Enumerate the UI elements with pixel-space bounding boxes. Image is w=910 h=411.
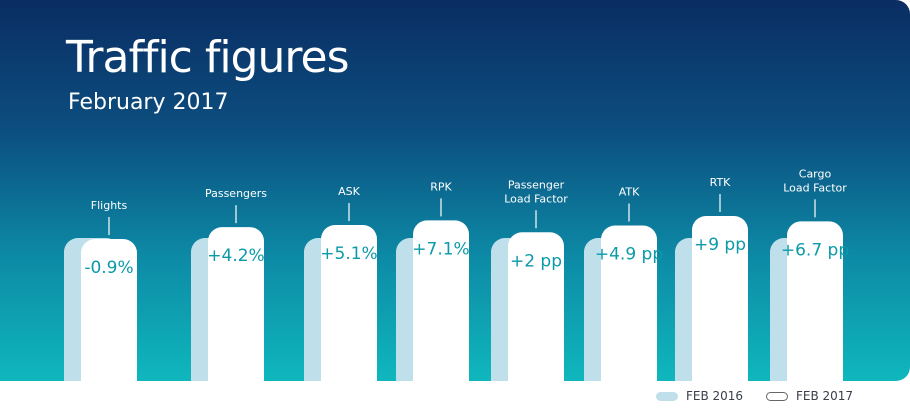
chart-title: Traffic figures — [66, 32, 349, 83]
legend-label-feb-2017: FEB 2017 — [796, 389, 854, 403]
bar-group-passengers: +4.2% Passengers — [191, 187, 267, 381]
value-label: +4.9 pp — [595, 245, 663, 265]
category-label: Flights — [91, 199, 128, 212]
bar-group-rtk: +9 pp RTK — [675, 176, 748, 381]
bar-feb-2017 — [321, 225, 377, 381]
bar-feb-2017 — [601, 225, 657, 381]
legend-label-feb-2016: FEB 2016 — [686, 389, 744, 403]
value-label: +5.1% — [320, 244, 377, 264]
chart-plot: -0.9% Flights +4.2% Passengers +5.1% ASK +7.1%… — [64, 167, 850, 381]
bar-feb-2017 — [413, 220, 469, 381]
chart-subtitle: February 2017 — [68, 90, 229, 115]
value-label: +4.2% — [207, 246, 264, 266]
category-label: RPK — [430, 180, 452, 193]
category-label: Cargo Load Factor — [783, 167, 847, 194]
value-label: +9 pp — [694, 235, 746, 255]
bar-feb-2017 — [508, 232, 564, 381]
category-label: ATK — [619, 186, 640, 199]
bar-group-rpk: +7.1% RPK — [396, 180, 470, 381]
bar-feb-2017 — [692, 216, 748, 381]
value-label: +7.1% — [412, 239, 469, 259]
category-label: RTK — [710, 176, 732, 189]
value-label: -0.9% — [84, 258, 133, 278]
value-label: +2 pp — [510, 251, 562, 271]
bar-group-flights: -0.9% Flights — [64, 199, 137, 381]
legend-swatch-feb-2016 — [656, 392, 678, 401]
legend-item-feb-2017: FEB 2017 — [766, 389, 853, 403]
bar-group-cargo-load-factor: +6.7 pp Cargo Load Factor — [770, 167, 849, 381]
bar-group-ask: +5.1% ASK — [304, 185, 378, 381]
category-label: Passengers — [205, 187, 267, 200]
bar-feb-2017 — [81, 239, 137, 381]
chart-panel: Traffic figures February 2017 -0.9% Fligh… — [0, 0, 910, 381]
bar-feb-2017 — [208, 227, 264, 381]
bar-feb-2017 — [787, 221, 843, 381]
legend-swatch-feb-2017 — [766, 392, 788, 401]
bar-group-passenger-load-factor: +2 pp Passenger Load Factor — [491, 178, 568, 381]
value-label: +6.7 pp — [781, 240, 849, 260]
category-label: ASK — [338, 185, 361, 198]
category-label: Passenger Load Factor — [504, 178, 568, 205]
legend-item-feb-2016: FEB 2016 — [656, 389, 743, 403]
bar-group-atk: +4.9 pp ATK — [584, 186, 663, 381]
